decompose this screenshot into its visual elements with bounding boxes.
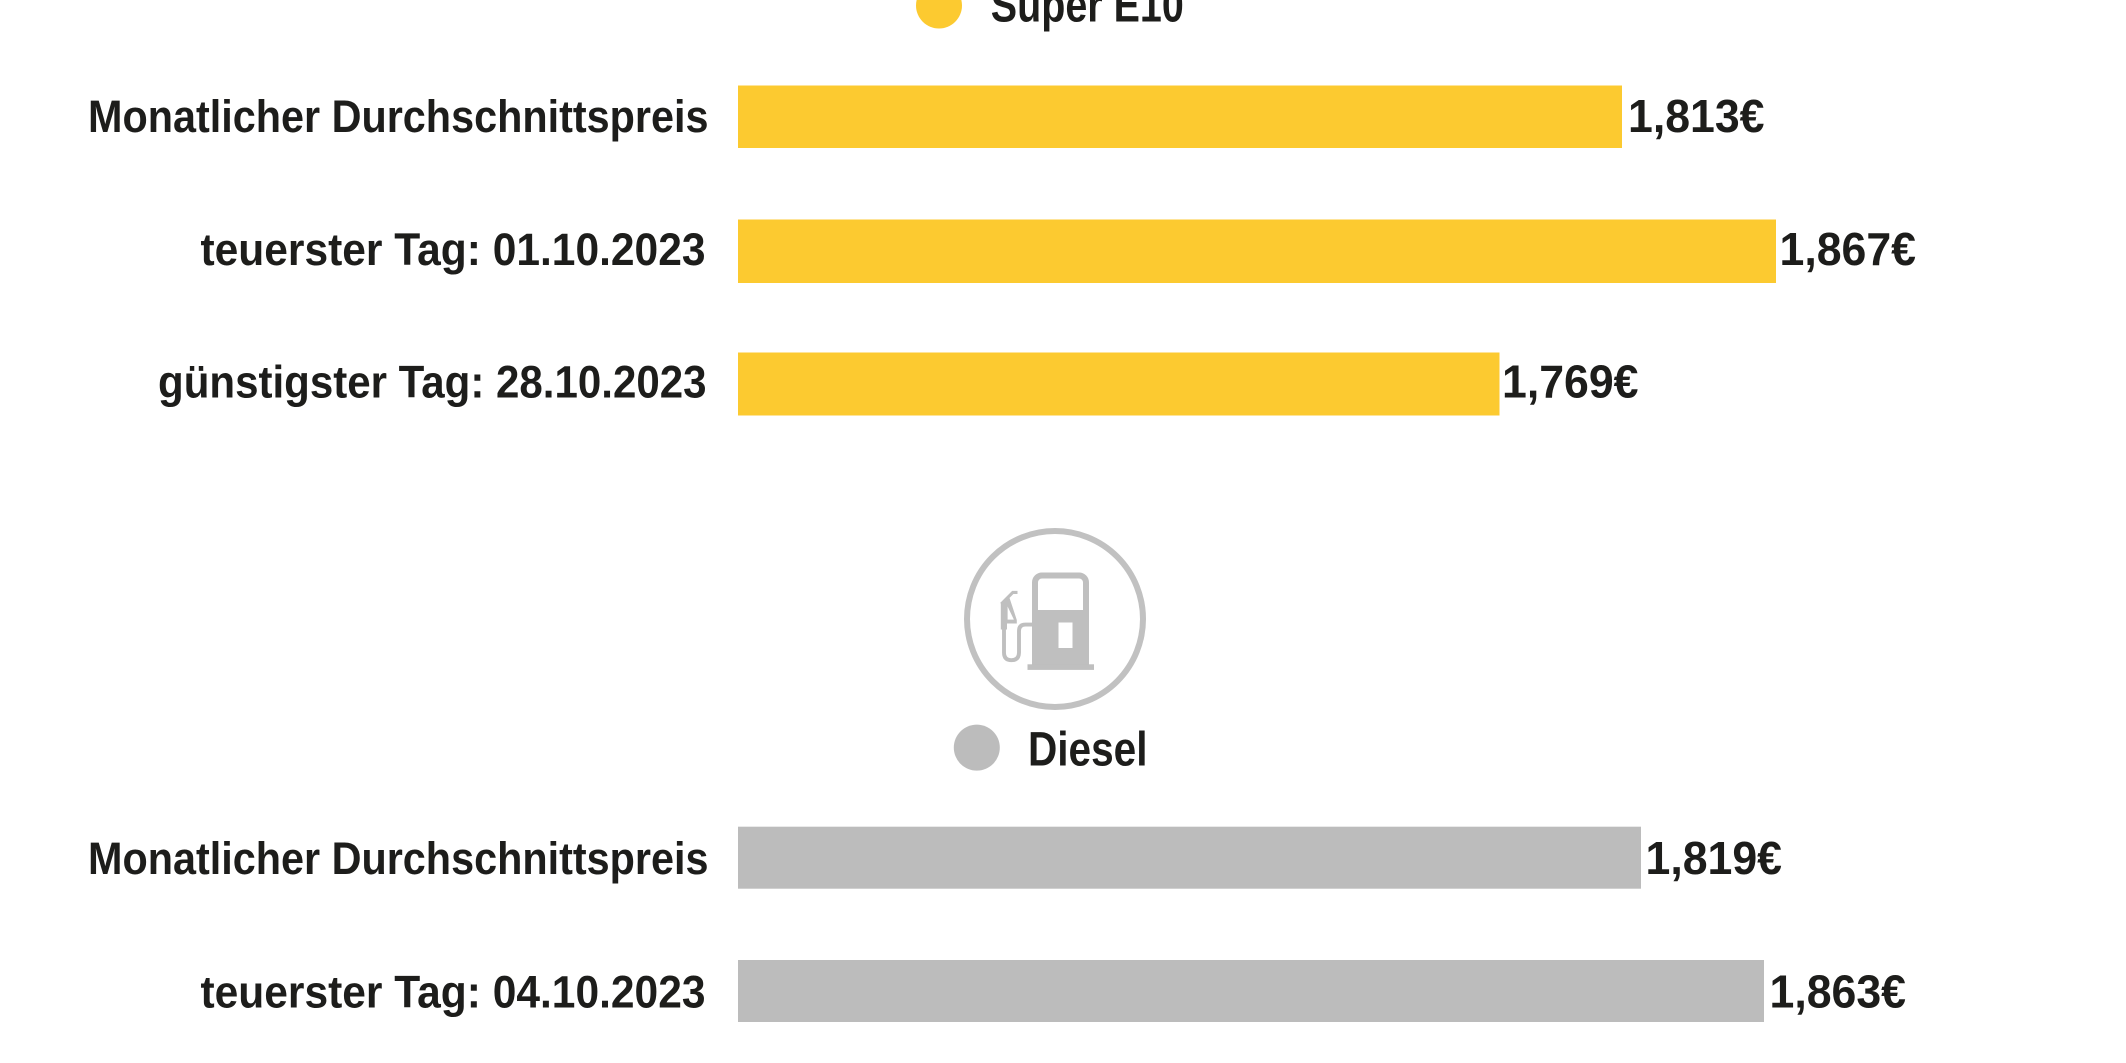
svg-text:Diesel: Diesel: [1028, 723, 1148, 777]
svg-text:teuerster Tag: 04.10.2023: teuerster Tag: 04.10.2023: [201, 967, 706, 1018]
svg-text:Monatlicher Durchschnittspreis: Monatlicher Durchschnittspreis: [88, 91, 709, 142]
svg-text:1,813€: 1,813€: [1628, 90, 1765, 142]
svg-text:günstigster Tag: 28.10.2023: günstigster Tag: 28.10.2023: [158, 357, 707, 408]
svg-text:1,863€: 1,863€: [1770, 966, 1907, 1018]
svg-text:1,819€: 1,819€: [1646, 832, 1783, 884]
svg-text:1,867€: 1,867€: [1780, 223, 1917, 275]
svg-text:Monatlicher Durchschnittspreis: Monatlicher Durchschnittspreis: [88, 833, 709, 884]
svg-text:teuerster Tag: 01.10.2023: teuerster Tag: 01.10.2023: [201, 224, 706, 275]
svg-text:Super E10: Super E10: [991, 0, 1184, 33]
svg-text:1,769€: 1,769€: [1502, 356, 1639, 408]
